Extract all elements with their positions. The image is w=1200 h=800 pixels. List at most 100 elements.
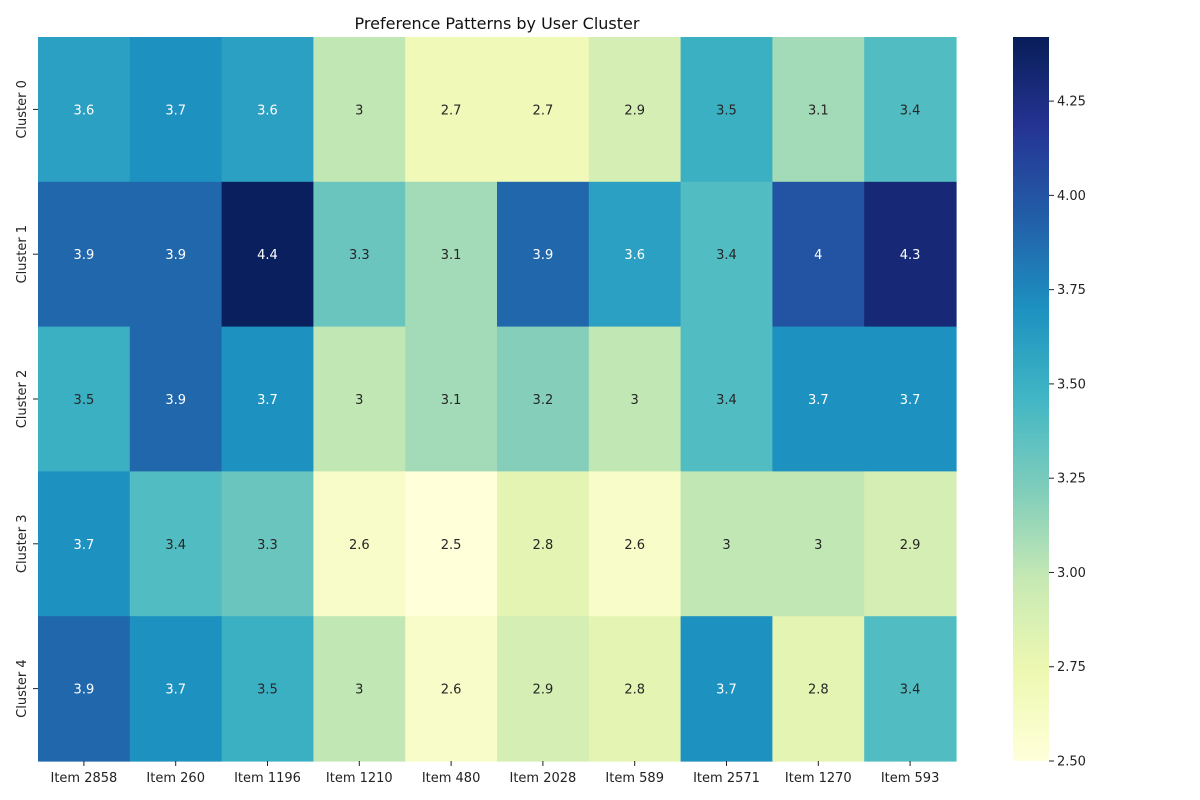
heatmap-cell bbox=[313, 616, 406, 762]
heatmap-cell bbox=[38, 37, 131, 183]
cell-value-label: 4.4 bbox=[257, 248, 278, 263]
y-tick-label: Cluster 2 bbox=[15, 370, 30, 429]
cell-value-label: 3.9 bbox=[165, 248, 186, 263]
heatmap-cell bbox=[772, 326, 865, 472]
cell-value-label: 2.6 bbox=[624, 538, 645, 553]
heatmap-cell bbox=[680, 37, 773, 183]
cell-value-label: 3.7 bbox=[900, 393, 921, 408]
cell-value-label: 3.5 bbox=[74, 393, 95, 408]
y-tick-label: Cluster 4 bbox=[15, 659, 30, 718]
cell-value-label: 3.7 bbox=[165, 103, 186, 118]
cell-value-label: 3.5 bbox=[716, 103, 737, 118]
heatmap-cell bbox=[129, 471, 223, 617]
cell-value-label: 2.7 bbox=[533, 103, 554, 118]
colorbar-tick-label: 3.50 bbox=[1057, 377, 1086, 392]
heatmap-cell bbox=[129, 326, 223, 472]
heatmap-cell bbox=[221, 326, 314, 472]
cell-value-label: 4 bbox=[814, 248, 822, 263]
x-tick-label: Item 260 bbox=[146, 771, 205, 786]
heatmap-cells bbox=[38, 37, 957, 762]
cell-value-label: 3.3 bbox=[257, 538, 278, 553]
x-tick-label: Item 2858 bbox=[50, 771, 117, 786]
x-tick-label: Item 1270 bbox=[785, 771, 852, 786]
heatmap-cell bbox=[864, 471, 957, 617]
cell-value-label: 3.7 bbox=[165, 683, 186, 698]
heatmap-cell bbox=[864, 181, 957, 328]
heatmap-cell bbox=[405, 37, 498, 183]
cell-value-label: 3.3 bbox=[349, 248, 370, 263]
cell-value-label: 2.6 bbox=[349, 538, 370, 553]
heatmap-cell bbox=[405, 616, 498, 762]
cell-value-label: 3.4 bbox=[900, 103, 921, 118]
heatmap-cell bbox=[405, 326, 498, 472]
cell-value-label: 3.4 bbox=[716, 393, 737, 408]
cell-value-label: 3 bbox=[631, 393, 639, 408]
heatmap-cell bbox=[38, 181, 131, 328]
heatmap-cell bbox=[588, 616, 682, 762]
cell-value-label: 3.9 bbox=[74, 683, 95, 698]
colorbar-gradient bbox=[1013, 37, 1049, 761]
y-tick-label: Cluster 0 bbox=[15, 80, 30, 139]
heatmap-cell bbox=[497, 471, 590, 617]
colorbar: 2.50 2.75 3.00 3.25 3.50 3.75 4.00 4.25 bbox=[1013, 37, 1086, 770]
cell-value-label: 3.1 bbox=[808, 103, 829, 118]
heatmap-cell bbox=[313, 37, 406, 183]
x-tick-label: Item 593 bbox=[881, 771, 940, 786]
heatmap-cell bbox=[38, 326, 131, 472]
cell-value-label: 3 bbox=[814, 538, 822, 553]
heatmap-cell bbox=[313, 326, 406, 472]
heatmap-cell bbox=[129, 616, 223, 762]
cell-value-label: 3.1 bbox=[441, 248, 462, 263]
heatmap-cell bbox=[772, 616, 865, 762]
heatmap-cell bbox=[588, 326, 682, 472]
cell-value-label: 2.9 bbox=[533, 683, 554, 698]
heatmap-cell bbox=[129, 37, 223, 183]
cell-value-label: 2.9 bbox=[900, 538, 921, 553]
cell-value-label: 2.7 bbox=[441, 103, 462, 118]
x-tick-label: Item 480 bbox=[422, 771, 481, 786]
cell-value-label: 3.6 bbox=[74, 103, 95, 118]
heatmap-cell bbox=[405, 181, 498, 328]
cell-value-label: 3.1 bbox=[441, 393, 462, 408]
x-tick-label: Item 589 bbox=[605, 771, 664, 786]
heatmap-cell bbox=[497, 616, 590, 762]
cell-value-label: 3 bbox=[355, 103, 363, 118]
heatmap-cell bbox=[129, 181, 223, 328]
heatmap-cell bbox=[497, 326, 590, 472]
cell-value-label: 3.7 bbox=[808, 393, 829, 408]
cell-value-label: 3 bbox=[355, 393, 363, 408]
cell-value-label: 2.6 bbox=[441, 683, 462, 698]
x-tick-label: Item 1196 bbox=[234, 771, 301, 786]
heatmap-cell bbox=[221, 37, 314, 183]
heatmap-cell bbox=[588, 181, 682, 328]
cell-value-label: 3.5 bbox=[257, 683, 278, 698]
cell-value-label: 3.4 bbox=[165, 538, 186, 553]
cell-value-label: 3.6 bbox=[257, 103, 278, 118]
cell-value-label: 3.6 bbox=[624, 248, 645, 263]
heatmap-cell bbox=[864, 616, 957, 762]
heatmap-cell bbox=[680, 616, 773, 762]
heatmap-cell bbox=[313, 471, 406, 617]
cell-value-label: 3.7 bbox=[716, 683, 737, 698]
heatmap-cell bbox=[38, 616, 131, 762]
heatmap-cell bbox=[497, 37, 590, 183]
cell-value-label: 4.3 bbox=[900, 248, 921, 263]
cell-value-label: 3.9 bbox=[74, 248, 95, 263]
cell-value-label: 3.2 bbox=[533, 393, 554, 408]
colorbar-tick-label: 4.25 bbox=[1057, 95, 1086, 110]
colorbar-tick-label: 3.25 bbox=[1057, 472, 1086, 487]
colorbar-tick-label: 4.00 bbox=[1057, 189, 1086, 204]
heatmap-cell bbox=[772, 181, 865, 328]
heatmap-cell bbox=[221, 181, 314, 328]
cell-value-label: 3.7 bbox=[257, 393, 278, 408]
x-axis-ticks: Item 2858 Item 260 Item 1196 Item 1210 Item … bbox=[50, 761, 939, 786]
x-tick-label: Item 2571 bbox=[693, 771, 760, 786]
y-axis-ticks: Cluster 0 Cluster 1 Cluster 2 Cluster 3 Clus… bbox=[15, 80, 38, 718]
heatmap-cell bbox=[680, 181, 773, 328]
heatmap-cell-labels: 3.6 3.7 3.6 3 2.7 2.7 2.9 3.5 3.1 3.4 3.9 3.9 4.4 3.3… bbox=[74, 103, 921, 697]
heatmap-cell bbox=[588, 471, 682, 617]
cell-value-label: 2.8 bbox=[808, 683, 829, 698]
heatmap-cell bbox=[772, 471, 865, 617]
heatmap-cell bbox=[772, 37, 865, 183]
